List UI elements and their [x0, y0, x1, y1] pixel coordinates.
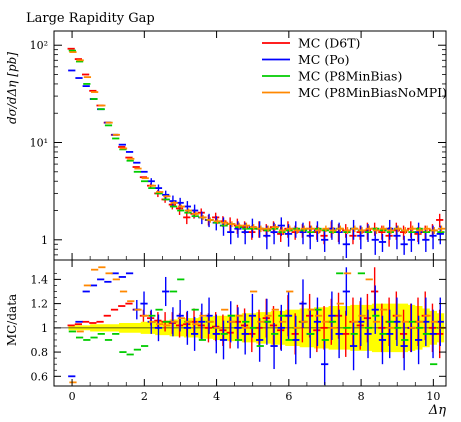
x-tick-label: 10	[426, 390, 440, 403]
x-tick-label: 6	[285, 390, 292, 403]
ratio-y-tick-label: 1.2	[31, 298, 49, 311]
legend-entry-label: MC (D6T)	[298, 36, 360, 51]
chart-title: Large Rapidity Gap	[26, 11, 155, 26]
ratio-y-tick-label: 0.6	[31, 370, 49, 383]
legend: MC (D6T)MC (Po) MC (P8MinBias)MC (P8MinBi…	[262, 36, 447, 100]
legend-entry-label: MC (P8MinBiasNoMPI)	[298, 85, 447, 100]
ratio-panel-frame	[53, 259, 447, 387]
ratio-panel-ticks: 0.6 0.8 1 1.2 1.4 0 2 4 6 8 10	[31, 260, 446, 403]
x-tick-label: 2	[141, 390, 148, 403]
ratio-y-tick-label: 1	[41, 322, 48, 335]
main-panel-ticks: 1 10¹ 10²	[30, 31, 446, 260]
main-y-tick-label: 10¹	[30, 137, 48, 150]
ratio-y-axis-label: MC/data	[5, 294, 19, 346]
main-series-mc-p8minbiasnompi	[69, 51, 446, 234]
legend-entry-label: MC (Po)	[298, 52, 350, 67]
ratio-y-tick-label: 0.8	[31, 346, 49, 359]
legend-entry-label: MC (P8MinBias)	[298, 69, 402, 84]
ratio-panel-content	[67, 266, 446, 385]
main-y-tick-label: 1	[41, 234, 48, 247]
ratio-series-mc-po	[68, 267, 444, 385]
x-tick-label: 4	[213, 390, 220, 403]
main-y-tick-label: 10²	[30, 39, 48, 52]
x-tick-label: 0	[69, 390, 76, 403]
main-y-axis-label: dσ/dΔη [pb]	[5, 52, 19, 124]
main-panel-content	[67, 47, 446, 259]
x-axis-label: Δη	[428, 403, 446, 418]
ratio-y-tick-label: 1.4	[31, 273, 49, 286]
x-tick-label: 8	[358, 390, 365, 403]
